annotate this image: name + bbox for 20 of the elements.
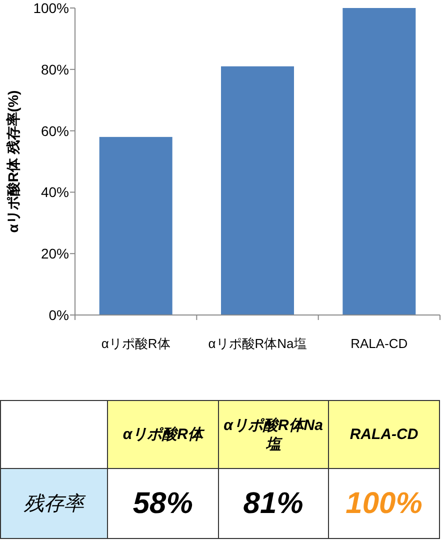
y-tick-label: 60%	[40, 122, 69, 139]
y-tick-label: 80%	[40, 61, 69, 78]
y-tick-label: 0%	[48, 307, 69, 323]
y-tick-label: 20%	[40, 246, 69, 262]
y-axis-title: αリポ酸R体 残存率(%)	[5, 90, 21, 233]
category-label: αリポ酸R体	[122, 426, 203, 443]
bar	[221, 66, 294, 315]
data-label: 81%	[218, 468, 329, 538]
bar	[342, 8, 416, 315]
x-tick-label: αリポ酸R体Na塩	[208, 336, 307, 351]
x-tick-label: αリポ酸R体	[101, 336, 170, 351]
category-label: RALA-CD	[350, 426, 418, 443]
y-tick-label: 100%	[33, 0, 69, 16]
category-label: αリポ酸R体Na塩	[224, 416, 323, 452]
x-tick-label: RALA-CD	[350, 336, 408, 351]
bar	[99, 136, 172, 315]
text: 残存率	[0, 468, 108, 538]
data-label: 58%	[108, 468, 218, 538]
y-tick-label: 40%	[40, 184, 69, 200]
data-label: 100%	[328, 468, 440, 538]
